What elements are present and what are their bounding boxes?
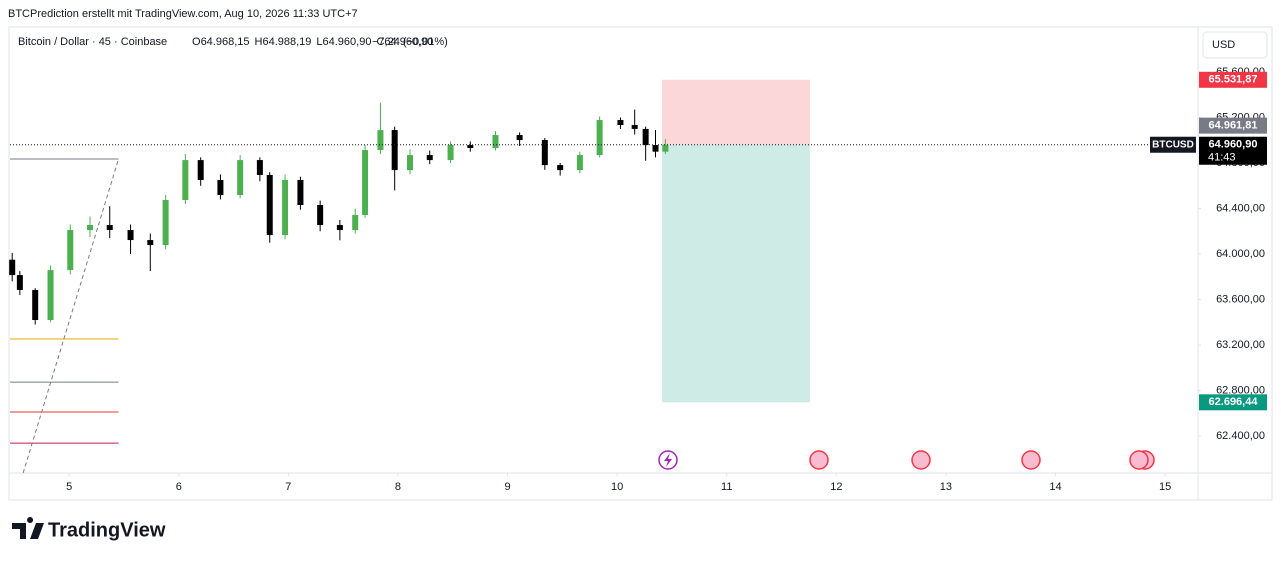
ohlc-key: L	[316, 36, 322, 48]
candle-body	[237, 160, 244, 196]
price-label	[1199, 136, 1267, 165]
ohlc-value: 64.968,15	[201, 36, 250, 48]
candle-body	[182, 160, 189, 201]
y-tick-label: 64.400,00	[1216, 202, 1265, 214]
profit-zone	[662, 79, 811, 145]
candle-body	[9, 259, 16, 276]
x-tick-label: 15	[1159, 481, 1171, 493]
loss-zone	[662, 144, 811, 403]
candle-body	[317, 205, 324, 226]
x-tick-label: 9	[504, 481, 510, 493]
x-tick-label: 12	[830, 481, 842, 493]
candle-body	[516, 135, 523, 141]
event-icon	[664, 453, 672, 467]
x-tick-label: 5	[66, 481, 72, 493]
credit: BTCPrediction erstellt mit TradingView.c…	[8, 8, 358, 20]
brand: TradingView	[48, 519, 166, 541]
currency[interactable]: USD	[1212, 39, 1235, 51]
x-tick-label: 11	[721, 481, 732, 493]
price-label-text: 64.961,81	[1209, 120, 1258, 132]
candle-body	[32, 289, 39, 321]
candle-body	[147, 240, 154, 246]
x-tick-label: 7	[285, 481, 291, 493]
event-icon[interactable]	[1021, 450, 1041, 470]
candle-body	[352, 215, 359, 231]
ohlc-key: O	[192, 36, 201, 48]
candle-body	[256, 160, 263, 175]
y-tick-label: 64.000,00	[1216, 248, 1265, 260]
candle-body	[576, 155, 583, 171]
symbol-tag-label: BTCUSD	[1152, 139, 1194, 150]
candle-body	[596, 120, 603, 156]
candle-body	[541, 140, 548, 166]
price-label-text: 65.531,87	[1209, 74, 1258, 86]
candle-body	[197, 160, 204, 180]
candle-body	[492, 135, 499, 149]
x-tick-label: 14	[1049, 481, 1061, 493]
x-tick-label: 6	[176, 481, 182, 493]
candle-body	[336, 225, 343, 231]
candle-body	[87, 225, 94, 231]
event-icon[interactable]	[809, 450, 829, 470]
ohlc-key: C	[376, 36, 384, 48]
candle-body	[127, 230, 134, 241]
ohlc-value: 64.960,90	[384, 36, 433, 48]
candle-body	[362, 150, 369, 216]
price-label	[1199, 71, 1267, 88]
candle-body	[266, 174, 273, 236]
currency-button[interactable]	[1202, 31, 1268, 59]
event-icon[interactable]	[911, 450, 931, 470]
event-icons	[658, 450, 1155, 470]
candle-body	[617, 120, 624, 126]
candle-body	[67, 230, 74, 271]
x-tick-label: 13	[940, 481, 952, 493]
candle-body	[426, 155, 433, 161]
x-tick-label: 8	[395, 481, 401, 493]
candle-body	[447, 145, 454, 161]
candle-body	[391, 130, 398, 171]
symbol-tag	[1150, 136, 1196, 153]
ohlc-key: H	[255, 36, 263, 48]
price-label	[1199, 117, 1267, 134]
candle-body	[16, 275, 23, 290]
candle-body	[282, 179, 289, 236]
price-label-text: 64.960,90	[1209, 139, 1258, 151]
y-tick-label: 62.800,00	[1216, 384, 1265, 396]
price-label-text: 62.696,44	[1209, 396, 1259, 408]
ohlc: O 64.968,15 H 64.988,19 L 64.960,90 C 64.960,90	[192, 36, 433, 48]
logo-mark	[12, 517, 44, 539]
event-icon[interactable]	[1129, 450, 1149, 470]
logo: TradingView	[12, 517, 166, 541]
change: −7,24 (−0,01%)	[372, 36, 448, 48]
candle-body	[652, 145, 659, 152]
candle-body	[407, 155, 414, 171]
price-label	[1199, 394, 1267, 411]
x-tick-label: 10	[611, 481, 623, 493]
y-tick-label: 63.200,00	[1216, 339, 1265, 351]
ohlc-value: 64.960,90	[323, 36, 372, 48]
candle-body	[217, 179, 224, 196]
countdown: 41:43	[1208, 152, 1236, 164]
trend-line	[22, 158, 119, 474]
ohlc-value: 64.988,19	[262, 36, 311, 48]
candle-body	[106, 225, 113, 231]
candle-body	[642, 128, 649, 146]
candle-body	[297, 179, 304, 206]
candle-body	[47, 270, 54, 321]
candle-body	[662, 144, 669, 152]
symbol: Bitcoin / Dollar · 45 · Coinbase	[18, 36, 167, 48]
candle-body	[377, 130, 384, 151]
candle-body	[631, 125, 638, 129]
candle-body	[467, 145, 474, 149]
candle-body	[557, 165, 564, 171]
y-tick-label: 63.600,00	[1216, 293, 1265, 305]
frame	[8, 26, 1273, 501]
y-tick-label: 62.400,00	[1216, 430, 1265, 442]
candle-body	[162, 200, 169, 246]
